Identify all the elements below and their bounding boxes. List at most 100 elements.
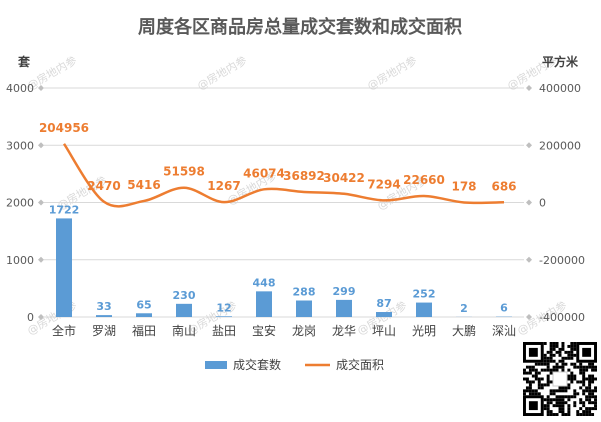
qr-module: [573, 353, 577, 357]
line-data-label: 686: [491, 179, 516, 193]
qr-module: [582, 413, 586, 416]
qr-module: [525, 380, 529, 384]
qr-module: [546, 395, 550, 399]
right-tick-label: -200000: [539, 254, 585, 267]
bar: [376, 312, 392, 317]
line-data-label: 204956: [39, 121, 89, 135]
qr-module: [561, 395, 565, 399]
qr-module: [567, 395, 571, 399]
qr-module: [525, 386, 529, 390]
qr-module: [567, 383, 571, 387]
qr-module: [552, 389, 556, 393]
line-series: [62, 143, 505, 208]
qr-module: [588, 398, 592, 402]
qr-module: [591, 392, 595, 396]
qr-module: [570, 395, 574, 399]
category-label: 宝安: [252, 323, 276, 338]
qr-module: [546, 350, 550, 354]
qr-module: [594, 365, 597, 369]
right-axis-unit: 平方米: [542, 54, 579, 69]
qr-module: [549, 389, 553, 393]
qr-module: [528, 380, 532, 384]
qr-module: [576, 392, 580, 396]
bar-data-label: 87: [376, 297, 391, 310]
qr-module: [549, 342, 553, 345]
bar-data-label: 299: [333, 285, 356, 298]
qr-module: [552, 344, 556, 348]
qr-module: [594, 368, 597, 372]
qr-module: [546, 383, 550, 387]
qr-module: [573, 342, 577, 345]
qr-module: [591, 374, 595, 378]
qr-module: [523, 392, 526, 396]
qr-module: [558, 350, 562, 354]
qr-module: [543, 362, 547, 366]
qr-module: [528, 365, 532, 369]
qr-module: [579, 371, 583, 375]
bar: [416, 302, 432, 317]
qr-module: [537, 392, 541, 396]
qr-module: [531, 380, 535, 384]
qr-module: [549, 401, 553, 405]
qr-finder: [582, 347, 592, 357]
qr-module: [549, 368, 553, 372]
qr-module: [591, 380, 595, 384]
bar: [136, 313, 152, 317]
qr-module: [588, 377, 592, 381]
bar-data-label: 252: [413, 288, 436, 301]
qr-module: [523, 389, 526, 393]
qr-module: [585, 407, 589, 411]
qr-module: [555, 365, 559, 369]
qr-module: [567, 377, 571, 381]
qr-module: [555, 344, 559, 348]
qr-finder: [528, 401, 538, 411]
qr-module: [552, 347, 556, 351]
qr-module: [585, 395, 589, 399]
qr-module: [546, 380, 550, 384]
qr-module: [573, 395, 577, 399]
area-line: [62, 143, 505, 208]
qr-module: [561, 368, 565, 372]
qr-module: [546, 401, 550, 405]
qr-module: [582, 392, 586, 396]
qr-module: [591, 401, 595, 405]
qr-module: [573, 347, 577, 351]
qr-module: [549, 380, 553, 384]
qr-module: [540, 377, 544, 381]
category-label: 龙华: [332, 324, 356, 338]
qr-module: [552, 398, 556, 402]
qr-module: [561, 413, 565, 416]
qr-module: [528, 383, 532, 387]
qr-module: [594, 401, 597, 405]
qr-module: [594, 386, 597, 390]
qr-module: [561, 356, 565, 360]
qr-finder: [528, 347, 538, 357]
qr-module: [543, 353, 547, 357]
qr-module: [558, 365, 562, 369]
qr-module: [531, 392, 535, 396]
line-data-label: 178: [451, 179, 476, 193]
qr-module: [549, 350, 553, 354]
qr-module: [588, 380, 592, 384]
qr-module: [540, 386, 544, 390]
qr-module: [525, 371, 529, 375]
qr-module: [528, 386, 532, 390]
bar-data-label: 1722: [49, 203, 80, 216]
qr-module: [549, 353, 553, 357]
right-tick-label: 200000: [539, 139, 581, 152]
qr-module: [534, 374, 538, 378]
qr-module: [573, 344, 577, 348]
qr-module: [573, 389, 577, 393]
qr-module: [573, 401, 577, 405]
qr-module: [555, 368, 559, 372]
qr-module: [561, 386, 565, 390]
legend: 成交套数 成交面积: [205, 357, 384, 372]
qr-module: [588, 392, 592, 396]
right-tick-label: -400000: [539, 311, 585, 324]
bar: [256, 291, 272, 317]
category-label: 光明: [412, 324, 436, 338]
qr-module: [543, 368, 547, 372]
qr-module: [561, 365, 565, 369]
qr-module: [546, 413, 550, 416]
line-data-label: 36892: [283, 169, 325, 183]
